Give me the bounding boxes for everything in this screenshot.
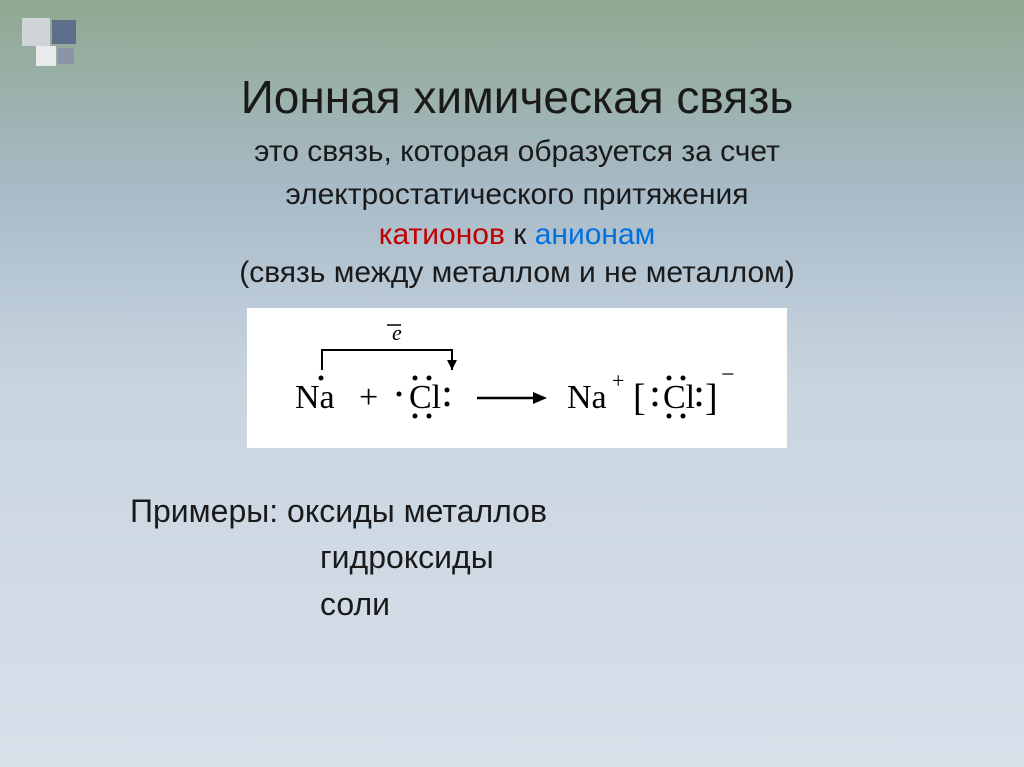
product-charge: − — [721, 362, 735, 388]
reaction-diagram-wrap: e Na + Cl — [70, 308, 964, 448]
svg-text:[: [ — [633, 377, 646, 419]
na-electron-dot — [319, 376, 324, 381]
reaction-arrow-head — [533, 392, 547, 404]
examples-label: Примеры: — [130, 493, 287, 529]
cl-reactant: Cl — [409, 379, 441, 416]
corner-decoration — [22, 18, 102, 73]
examples-block: Примеры: оксиды металлов гидроксиды соли — [70, 488, 964, 627]
reaction-diagram: e Na + Cl — [247, 308, 787, 448]
svg-text:]: ] — [705, 377, 718, 419]
deco-square — [36, 46, 56, 66]
slide-title: Ионная химическая связь — [70, 70, 964, 124]
deco-square — [58, 48, 74, 64]
k-word: к — [505, 218, 535, 251]
deco-square — [52, 20, 76, 44]
example-item: соли — [130, 581, 964, 627]
cl-product: Cl — [663, 379, 695, 416]
reaction-svg: e Na + Cl — [277, 320, 757, 430]
bond-note: (связь между металлом и не металлом) — [70, 256, 964, 290]
cation-word: катионов — [379, 218, 505, 251]
example-item: оксиды металлов — [287, 493, 547, 529]
deco-square — [22, 18, 50, 46]
electron-label: e — [392, 320, 402, 345]
definition-line-2: электростатического притяжения — [137, 175, 897, 214]
plus-sign: + — [359, 379, 378, 416]
na-reactant: Na — [295, 379, 335, 416]
definition-line-1: это связь, которая образуется за счет — [137, 132, 897, 171]
cl-reactant-group: Cl — [397, 376, 450, 419]
anion-word: анионам — [535, 218, 656, 251]
electron-arrowhead — [447, 360, 457, 370]
electron-bracket — [322, 350, 452, 370]
slide-content: Ионная химическая связь это связь, котор… — [0, 0, 1024, 667]
na-charge: + — [612, 368, 624, 393]
na-product: Na — [567, 379, 607, 416]
example-item: гидроксиды — [130, 534, 964, 580]
cl-product-group: [ Cl ] − — [633, 362, 735, 419]
ion-line: катионов к анионам — [70, 218, 964, 252]
